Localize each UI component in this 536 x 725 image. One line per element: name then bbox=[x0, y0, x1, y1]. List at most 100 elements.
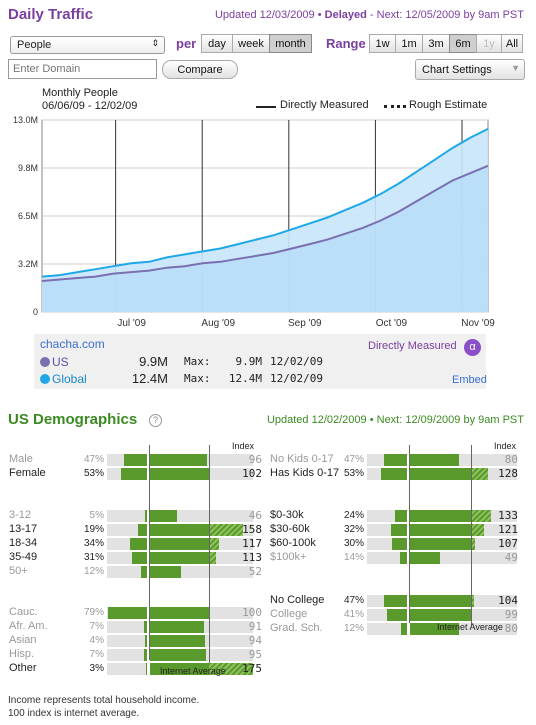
index-bar-fill bbox=[410, 468, 472, 480]
share-bar-track bbox=[107, 510, 147, 522]
share-bar-fill bbox=[145, 663, 147, 675]
index-bar-fill bbox=[150, 552, 209, 564]
share-bar-track bbox=[107, 524, 147, 536]
share-bar-fill bbox=[145, 635, 147, 647]
demo-row-pct: 41% bbox=[343, 609, 364, 620]
demographics-next: Next: 12/09/2009 by 9am PST bbox=[376, 414, 524, 426]
us-area-fill bbox=[42, 165, 488, 312]
demo-row-pct: 3% bbox=[89, 663, 104, 674]
share-bar-fill bbox=[107, 607, 147, 619]
demo-row-index: 117 bbox=[242, 537, 262, 550]
demo-row-index: 49 bbox=[504, 551, 518, 564]
share-bar-fill bbox=[386, 609, 407, 621]
demo-row-index: 99 bbox=[504, 608, 518, 621]
per-label: per bbox=[176, 36, 197, 51]
footnote-index: 100 index is internet average. bbox=[8, 708, 140, 719]
demo-row-pct: 4% bbox=[89, 635, 104, 646]
demo-row-label: $0-30k bbox=[270, 509, 304, 521]
help-icon[interactable]: ? bbox=[149, 414, 162, 427]
average-divider-line bbox=[471, 445, 473, 625]
demo-row-label: Cauc. bbox=[9, 606, 38, 618]
us-max-label: Max: bbox=[184, 355, 211, 368]
us-max-value: 9.9M bbox=[235, 355, 263, 368]
chart-settings-button[interactable]: Chart Settings ▼ bbox=[415, 59, 525, 80]
footnote-income: Income represents total household income… bbox=[8, 695, 200, 706]
index-bar-above-average bbox=[208, 552, 217, 564]
share-bar-fill bbox=[120, 468, 147, 480]
global-max-label: Max: bbox=[184, 372, 211, 385]
per-day-button[interactable]: day bbox=[201, 34, 233, 53]
legend-solid-swatch bbox=[256, 106, 276, 108]
demo-row-label: Has Kids 0-17 bbox=[270, 467, 340, 479]
demo-row-label: $100k+ bbox=[270, 551, 307, 563]
demo-row-label: Afr. Am. bbox=[9, 620, 48, 632]
demo-row-pct: 12% bbox=[83, 566, 104, 577]
us-series-value: 9.9M bbox=[139, 354, 168, 369]
next-update: Next: 12/05/2009 by 9am PST bbox=[376, 9, 524, 21]
demo-row-index: 128 bbox=[498, 467, 518, 480]
demo-row-label: 13-17 bbox=[9, 523, 38, 535]
demo-row-pct: 19% bbox=[83, 524, 104, 535]
site-link[interactable]: chacha.com bbox=[40, 337, 105, 351]
index-bar-fill bbox=[410, 609, 471, 621]
embed-link[interactable]: Embed bbox=[452, 374, 487, 386]
demo-row-pct: 7% bbox=[89, 649, 104, 660]
page-title: Daily Traffic bbox=[8, 6, 94, 23]
y-tick-label: 6.5M bbox=[18, 211, 38, 221]
range-3m-button[interactable]: 3m bbox=[422, 34, 450, 53]
index-bar-fill bbox=[410, 595, 472, 607]
share-bar-fill bbox=[383, 595, 407, 607]
chart-title: Monthly People bbox=[42, 87, 118, 99]
updated-date: Updated 12/03/2009 bbox=[214, 9, 315, 21]
index-bar-above-average bbox=[208, 524, 243, 536]
range-1m-button[interactable]: 1m bbox=[395, 34, 423, 53]
demo-row-pct: 47% bbox=[83, 454, 104, 465]
alpha-icon[interactable]: α bbox=[464, 339, 481, 356]
range-1y-button[interactable]: 1y bbox=[476, 34, 502, 53]
index-bar-above-average bbox=[208, 538, 219, 550]
index-bar-fill bbox=[150, 621, 204, 633]
range-1w-button[interactable]: 1w bbox=[369, 34, 396, 53]
x-tick-label: Nov '09 bbox=[461, 318, 495, 329]
index-bar-fill bbox=[150, 649, 206, 661]
metric-select[interactable]: People ⇕ bbox=[10, 36, 165, 54]
x-tick-label: Sep '09 bbox=[288, 318, 322, 329]
share-bar-fill bbox=[143, 621, 147, 633]
left-internet-average: Internet Average bbox=[160, 666, 226, 676]
legend-dotted-swatch bbox=[384, 105, 406, 108]
share-bar-fill bbox=[130, 538, 147, 550]
demo-row-index: 91 bbox=[248, 620, 262, 633]
demo-row-index: 102 bbox=[242, 467, 262, 480]
y-tick-label: 3.2M bbox=[18, 259, 38, 269]
demo-row-label: No College bbox=[270, 594, 325, 606]
domain-input[interactable] bbox=[8, 59, 157, 79]
index-bar-fill bbox=[410, 552, 440, 564]
demo-row-label: 3-12 bbox=[9, 509, 32, 521]
share-bar-track bbox=[367, 552, 407, 564]
demo-row-pct: 12% bbox=[343, 623, 364, 634]
demographics-update: Updated 12/02/2009 • Next: 12/09/2009 by… bbox=[266, 414, 524, 426]
share-bar-fill bbox=[400, 552, 407, 564]
index-bar-fill bbox=[410, 538, 472, 550]
share-bar-fill bbox=[395, 510, 407, 522]
index-bar-above-average bbox=[471, 510, 492, 522]
demo-row-pct: 5% bbox=[89, 510, 104, 521]
share-bar-fill bbox=[131, 552, 147, 564]
demo-row-label: Female bbox=[9, 467, 46, 479]
demo-row-label: College bbox=[270, 608, 308, 620]
demo-row-label: No Kids 0-17 bbox=[270, 453, 334, 465]
range-label: Range bbox=[326, 36, 366, 51]
share-bar-track bbox=[107, 635, 147, 647]
global-series-line bbox=[41, 128, 489, 278]
demo-row-label: $60-100k bbox=[270, 537, 316, 549]
share-bar-fill bbox=[380, 468, 407, 480]
share-bar-track bbox=[107, 621, 147, 633]
demographics-title: US Demographics bbox=[8, 411, 138, 428]
share-bar-fill bbox=[141, 566, 147, 578]
per-week-button[interactable]: week bbox=[232, 34, 270, 53]
demo-row-pct: 32% bbox=[343, 524, 364, 535]
range-all-button[interactable]: All bbox=[501, 34, 523, 53]
range-6m-button[interactable]: 6m bbox=[449, 34, 477, 53]
per-month-button[interactable]: month bbox=[269, 34, 312, 53]
compare-button[interactable]: Compare bbox=[162, 60, 238, 79]
